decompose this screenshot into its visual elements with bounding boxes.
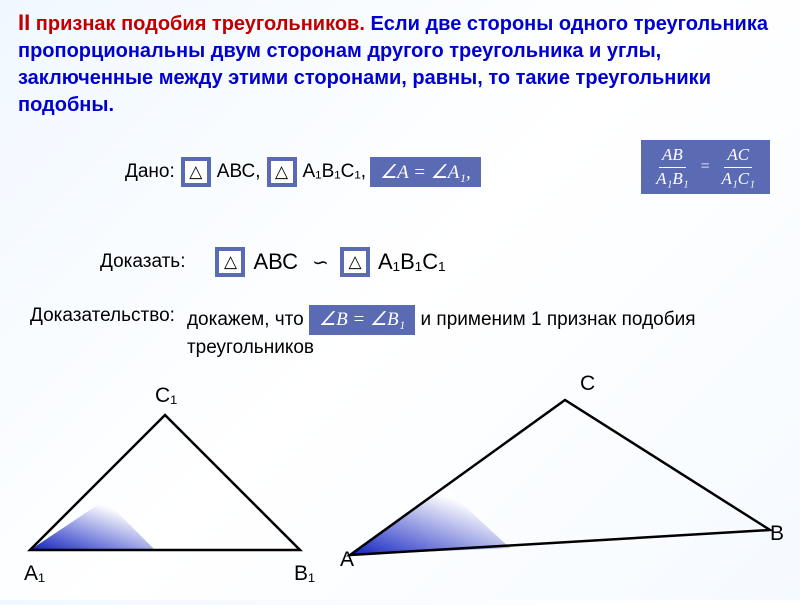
given-label: Дано: [125,161,175,183]
theorem-header: II признак подобия треугольников. Если д… [0,0,800,123]
proof-text: докажем, что ∠B = ∠B₁ и применим 1 призн… [187,305,747,362]
prove-tri2: А₁В₁С₁ [378,249,446,275]
angle-b-equality: ∠B = ∠B₁ [309,305,415,335]
equals-sign: = [700,158,711,176]
given-tri1: АВС, [217,161,261,183]
angle-fill-small [30,500,155,550]
vertex-a1: А₁ [24,562,45,586]
fraction-1: AB A₁B₁ [653,146,692,188]
given-row: Дано: △ АВС, △ А₁В₁С₁, ∠A = ∠A₁, [125,157,481,187]
proportion-box: AB A₁B₁ = AC A₁C₁ [641,140,770,194]
title-red: признак подобия треугольников. [30,13,365,35]
triangle-icon: △ [215,247,245,277]
roman-numeral: II [18,10,30,35]
proof-label: Доказательство: [30,305,175,327]
triangles-svg [0,370,800,600]
vertex-c: С [580,372,595,396]
prove-row: Доказать: △ АВС ∽ △ А₁В₁С₁ [100,247,446,277]
vertex-b: В [770,522,784,546]
vertex-c1: С₁ [155,384,177,408]
fraction-2: AC A₁C₁ [718,146,758,188]
angle-equality: ∠A = ∠A₁, [370,157,481,187]
prove-label: Доказать: [100,251,185,273]
vertex-a: А [340,548,354,572]
triangle-icon: △ [267,157,297,187]
given-tri2: А₁В₁С₁, [303,161,367,183]
prove-tri1: АВС [253,249,298,275]
vertex-b1: В₁ [294,562,315,586]
proof-row: Доказательство: докажем, что ∠B = ∠B₁ и … [30,305,747,362]
triangles-diagram: А₁ В₁ С₁ А В С [0,370,800,600]
similar-icon: ∽ [304,250,332,275]
triangle-icon: △ [181,157,211,187]
triangle-icon: △ [340,247,370,277]
